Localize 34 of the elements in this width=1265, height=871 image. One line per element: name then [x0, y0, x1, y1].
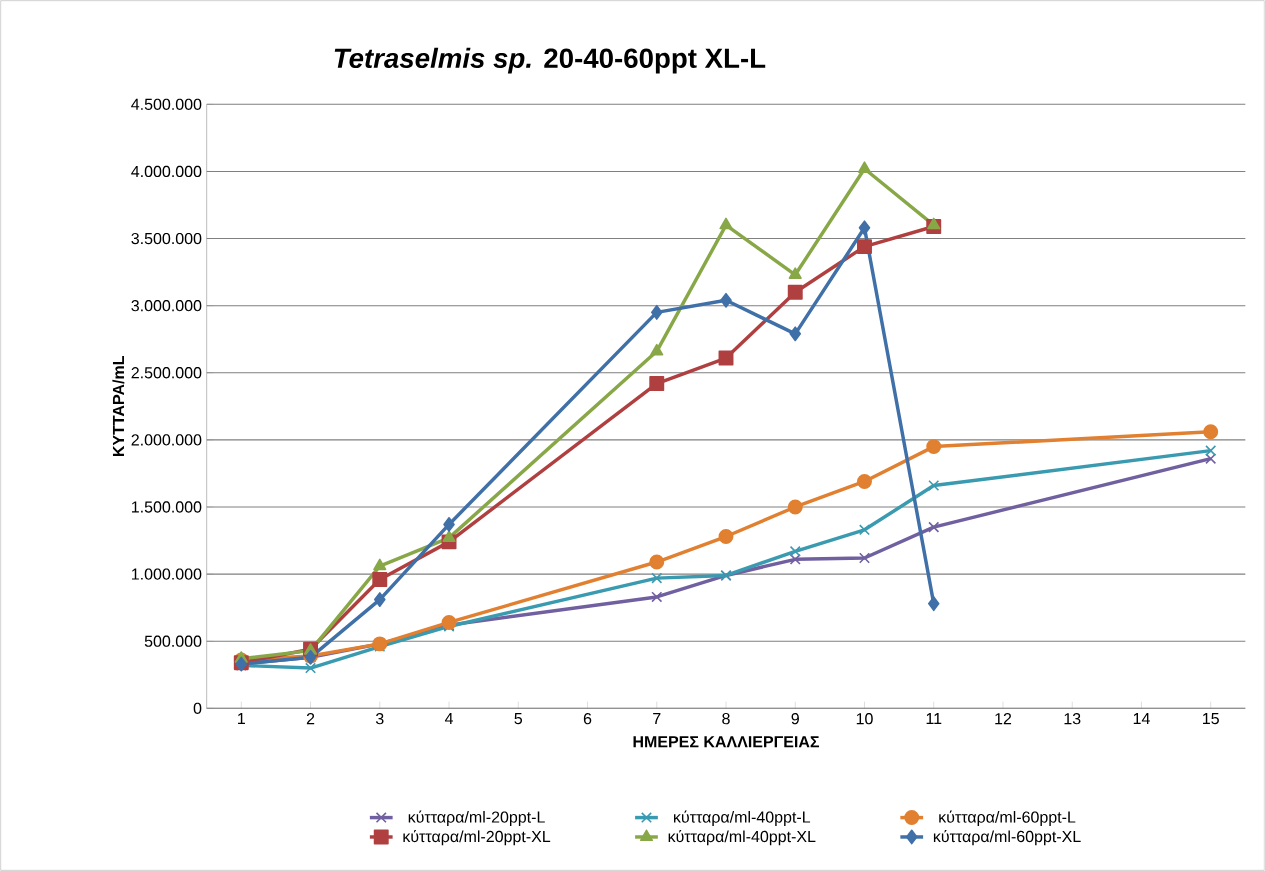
y-tick-label: 2.500.000 [131, 367, 202, 379]
y-tick-label: 500.000 [144, 635, 202, 647]
y-tick-label: 1.000.000 [132, 568, 202, 580]
legend-label: κύτταρα/ml-40ppt-L [674, 810, 811, 826]
x-tick-label: 1 [238, 713, 245, 725]
x-tick-label: 13 [1064, 713, 1081, 725]
x-tick-label: 12 [995, 713, 1012, 725]
x-tick-label: 5 [514, 713, 523, 725]
legend-label: κύτταρα/ml-60ppt-XL [933, 829, 1081, 846]
x-tick-label: 11 [926, 713, 942, 725]
x-tick-label: 2 [306, 713, 315, 725]
x-tick-label: 3 [375, 713, 384, 725]
y-tick-label: 4.000.000 [131, 165, 202, 178]
x-tick-label: 7 [653, 713, 661, 725]
y-axis-title: ΚΥΤΤΑΡΑ/mL [112, 356, 125, 457]
x-tick-label: 10 [856, 713, 873, 725]
y-tick-label: 3.000.000 [131, 300, 202, 312]
y-tick-label: 1.500.000 [132, 501, 202, 513]
x-tick-label: 9 [791, 713, 799, 725]
y-tick-label: 4.500.000 [131, 98, 202, 110]
x-tick-label: 14 [1133, 713, 1150, 725]
x-tick-label: 8 [722, 713, 730, 725]
legend-label: κύτταρα/ml-60ppt-L [939, 810, 1076, 826]
x-tick-label: 4 [444, 713, 453, 725]
x-tick-label: 6 [583, 713, 592, 725]
legend-label: κύτταρα/ml-20ppt-XL [403, 829, 551, 846]
chart-title: Tetraselmis sp. 20-40-60ppt XL-L [334, 47, 766, 74]
x-axis-title: ΗΜΕΡΕΣ ΚΑΛΛΙΕΡΓΕΙΑΣ [633, 736, 820, 748]
y-tick-label: 2.000.000 [131, 434, 202, 446]
x-tick-label: 15 [1203, 713, 1219, 725]
y-tick-label: 0 [193, 702, 202, 714]
legend-label: κύτταρα/ml-40ppt-XL [668, 829, 816, 846]
legend-label: κύτταρα/ml-20ppt-L [408, 810, 545, 826]
y-tick-label: 3.500.000 [131, 232, 202, 245]
